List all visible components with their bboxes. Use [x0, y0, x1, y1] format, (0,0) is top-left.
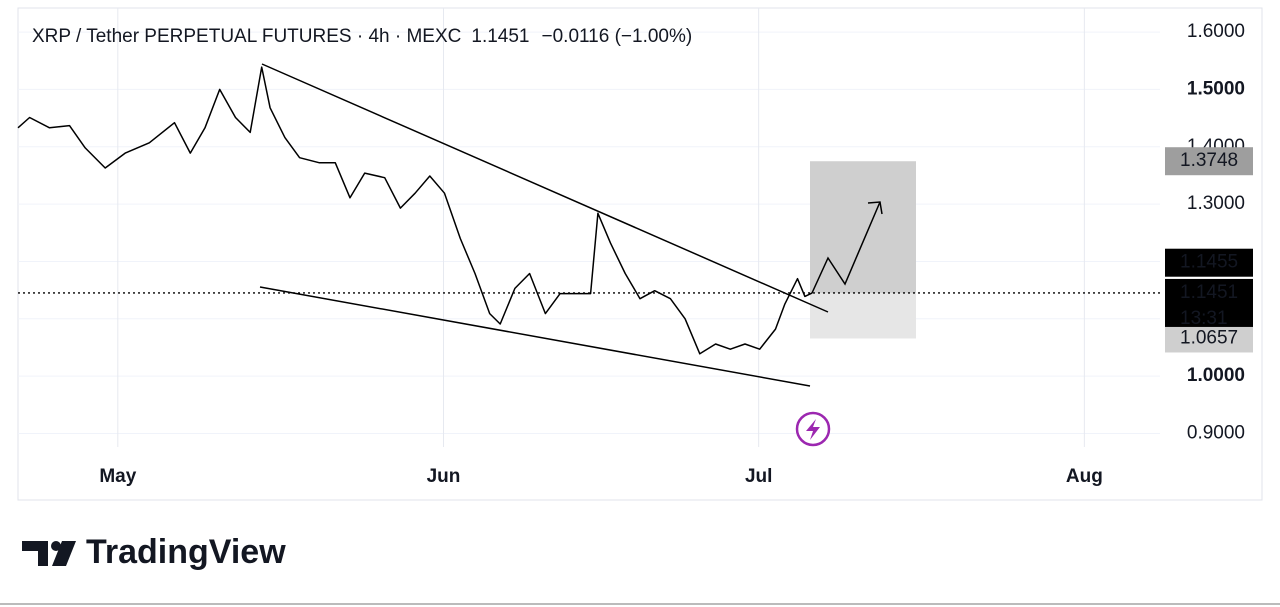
price-axis-labels: 1.3748 1.0657 1.1455 1.1451 13:31: [1165, 147, 1253, 353]
grid: 0.90001.00001.10001.20001.30001.40001.50…: [18, 8, 1245, 487]
price-line: [17, 66, 813, 355]
price-badge-label: 1.3748: [1180, 150, 1238, 171]
price-badge-label: 1.0657: [1180, 327, 1238, 348]
x-tick-label: May: [99, 466, 136, 487]
last-price: 1.1451: [471, 26, 529, 47]
price-badge: [1165, 248, 1253, 277]
y-tick-label: 1.0000: [1187, 365, 1245, 386]
brand-name: TradingView: [86, 533, 286, 571]
trend-line: [261, 63, 829, 313]
target-zone: [810, 161, 916, 293]
price-badge-label: 1.1455: [1180, 252, 1238, 273]
price-badge-label: 1.1451: [1180, 282, 1238, 303]
y-tick-label: 1.6000: [1187, 21, 1245, 42]
x-tick-label: Jun: [427, 466, 461, 487]
y-tick-label: 0.9000: [1187, 422, 1245, 443]
lightning-icon: [795, 411, 831, 447]
y-tick-label: 1.3000: [1187, 193, 1245, 214]
x-tick-label: Aug: [1066, 466, 1103, 487]
projection-arrow: [811, 201, 881, 294]
plot: [17, 66, 1160, 355]
stop-zone: [810, 292, 916, 339]
price-badge: [1165, 147, 1253, 176]
x-tick-label: Jul: [745, 466, 772, 487]
countdown: 13:31: [1180, 308, 1228, 329]
trend-line: [259, 286, 811, 387]
chart-frame: [17, 7, 1263, 501]
y-tick-label: 1.5000: [1187, 78, 1245, 99]
arrow-head: [867, 201, 883, 215]
symbol: XRP / Tether PERPETUAL FUTURES · 4h · ME…: [32, 26, 461, 47]
price-badge: [1165, 278, 1253, 327]
brand-logo: TradingView: [22, 533, 286, 571]
price-badge: [1165, 324, 1253, 353]
chart-title: XRP / Tether PERPETUAL FUTURES · 4h · ME…: [32, 26, 692, 47]
price-change: −0.0116 (−1.00%): [542, 26, 693, 47]
